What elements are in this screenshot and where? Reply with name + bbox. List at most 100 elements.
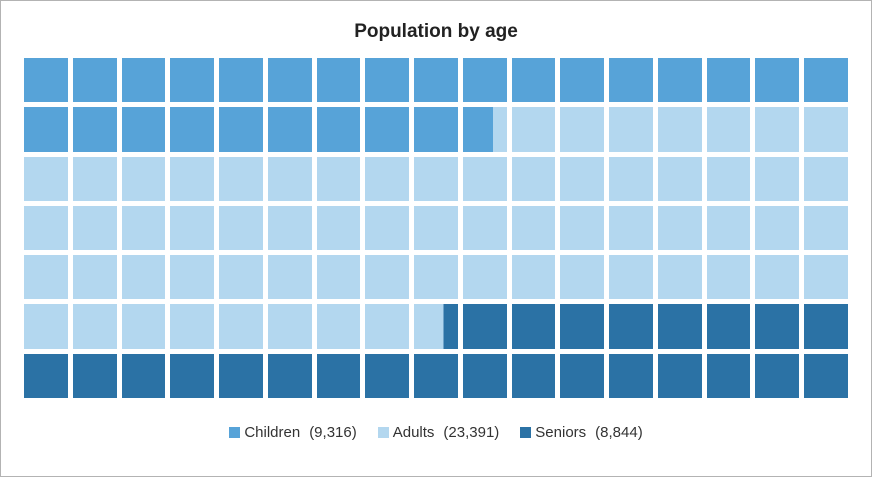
legend-item-adults[interactable]: Adults (23,391): [377, 424, 499, 441]
waffle-cell[interactable]: [755, 304, 800, 349]
waffle-cell[interactable]: [267, 304, 312, 349]
waffle-cell[interactable]: [365, 304, 410, 349]
waffle-cell[interactable]: [755, 58, 800, 103]
waffle-cell[interactable]: [316, 107, 361, 152]
waffle-cell[interactable]: [72, 205, 117, 251]
waffle-cell[interactable]: [365, 156, 410, 201]
waffle-cell[interactable]: [170, 304, 215, 349]
waffle-cell[interactable]: [121, 58, 166, 103]
waffle-cell[interactable]: [72, 156, 117, 201]
waffle-cell[interactable]: [706, 353, 751, 399]
waffle-cell[interactable]: [24, 58, 68, 103]
waffle-cell[interactable]: [219, 255, 263, 300]
waffle-cell[interactable]: [755, 353, 800, 399]
waffle-cell[interactable]: [219, 205, 263, 251]
waffle-cell[interactable]: [462, 156, 507, 201]
waffle-cell[interactable]: [609, 58, 653, 103]
waffle-cell[interactable]: [24, 205, 68, 251]
waffle-cell[interactable]: [121, 205, 166, 251]
waffle-cell[interactable]: [24, 304, 68, 349]
waffle-cell[interactable]: [560, 205, 605, 251]
waffle-cell[interactable]: [609, 107, 653, 152]
waffle-cell[interactable]: [706, 304, 751, 349]
waffle-cell[interactable]: [365, 353, 410, 399]
waffle-cell[interactable]: [24, 353, 68, 399]
waffle-cell[interactable]: [560, 353, 605, 399]
waffle-cell[interactable]: [462, 255, 507, 300]
waffle-cell[interactable]: [560, 304, 605, 349]
waffle-cell[interactable]: [365, 107, 410, 152]
waffle-cell[interactable]: [121, 353, 166, 399]
waffle-cell[interactable]: [511, 58, 556, 103]
waffle-cell[interactable]: [511, 205, 556, 251]
waffle-cell[interactable]: [511, 304, 556, 349]
waffle-cell[interactable]: [267, 156, 312, 201]
waffle-cell[interactable]: [804, 304, 848, 349]
waffle-cell[interactable]: [365, 205, 410, 251]
waffle-cell[interactable]: [316, 156, 361, 201]
waffle-cell[interactable]: [72, 304, 117, 349]
waffle-cell[interactable]: [657, 353, 702, 399]
waffle-cell[interactable]: [267, 255, 312, 300]
waffle-cell[interactable]: [121, 107, 166, 152]
waffle-cell[interactable]: [657, 156, 702, 201]
waffle-cell[interactable]: [462, 58, 507, 103]
waffle-cell[interactable]: [365, 58, 410, 103]
waffle-cell[interactable]: [609, 304, 653, 349]
waffle-cell[interactable]: [755, 255, 800, 300]
waffle-cell[interactable]: [365, 255, 410, 300]
waffle-cell[interactable]: [706, 156, 751, 201]
waffle-cell[interactable]: [219, 156, 263, 201]
waffle-cell[interactable]: [72, 107, 117, 152]
waffle-cell[interactable]: [804, 58, 848, 103]
waffle-cell[interactable]: [609, 255, 653, 300]
waffle-cell[interactable]: [804, 353, 848, 399]
waffle-cell[interactable]: [560, 107, 605, 152]
waffle-cell[interactable]: [755, 107, 800, 152]
waffle-cell[interactable]: [706, 107, 751, 152]
waffle-cell[interactable]: [609, 156, 653, 201]
waffle-cell[interactable]: [24, 156, 68, 201]
waffle-cell[interactable]: [755, 205, 800, 251]
waffle-cell[interactable]: [560, 156, 605, 201]
waffle-cell[interactable]: [72, 255, 117, 300]
waffle-cell[interactable]: [414, 205, 458, 251]
waffle-cell[interactable]: [657, 205, 702, 251]
waffle-cell[interactable]: [560, 58, 605, 103]
waffle-cell[interactable]: [24, 107, 68, 152]
waffle-cell[interactable]: [267, 107, 312, 152]
waffle-cell[interactable]: [755, 156, 800, 201]
waffle-cell[interactable]: [24, 255, 68, 300]
waffle-cell[interactable]: [267, 353, 312, 399]
waffle-cell[interactable]: [121, 156, 166, 201]
waffle-cell[interactable]: [609, 205, 653, 251]
waffle-cell[interactable]: [72, 353, 117, 399]
waffle-cell[interactable]: [219, 304, 263, 349]
waffle-cell[interactable]: [804, 107, 848, 152]
waffle-cell[interactable]: [511, 255, 556, 300]
waffle-cell[interactable]: [170, 107, 215, 152]
waffle-cell[interactable]: [267, 58, 312, 103]
waffle-cell[interactable]: [267, 205, 312, 251]
waffle-cell[interactable]: [462, 353, 507, 399]
waffle-cell[interactable]: [316, 58, 361, 103]
waffle-cell[interactable]: [72, 58, 117, 103]
waffle-cell[interactable]: [804, 156, 848, 201]
waffle-cell[interactable]: [414, 255, 458, 300]
waffle-cell[interactable]: [316, 353, 361, 399]
waffle-cell[interactable]: [170, 58, 215, 103]
waffle-cell[interactable]: [706, 255, 751, 300]
waffle-cell[interactable]: [170, 156, 215, 201]
waffle-cell[interactable]: [219, 353, 263, 399]
waffle-cell[interactable]: [316, 205, 361, 251]
waffle-cell[interactable]: [511, 156, 556, 201]
waffle-cell[interactable]: [414, 353, 458, 399]
waffle-cell[interactable]: [657, 255, 702, 300]
waffle-cell[interactable]: [219, 107, 263, 152]
waffle-cell[interactable]: [706, 58, 751, 103]
waffle-cell[interactable]: [804, 205, 848, 251]
waffle-cell[interactable]: [414, 156, 458, 201]
legend-item-seniors[interactable]: Seniors (8,844): [520, 424, 643, 441]
waffle-cell[interactable]: [414, 58, 458, 103]
waffle-cell[interactable]: [170, 205, 215, 251]
